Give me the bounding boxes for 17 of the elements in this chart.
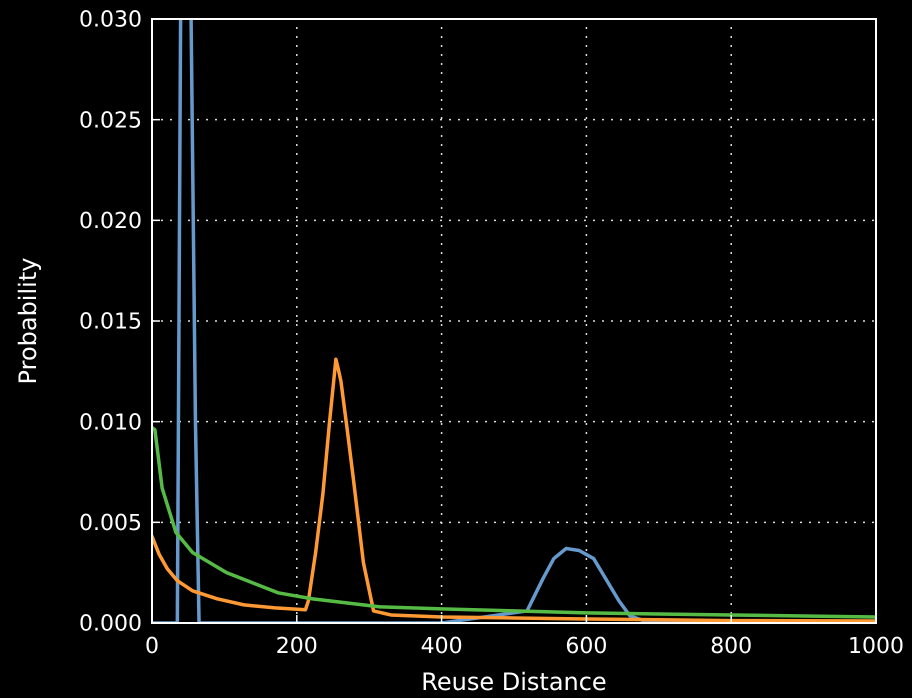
y-axis-title: Probability: [14, 258, 42, 384]
x-tick-label: 800: [710, 634, 752, 659]
y-tick-label: 0.005: [79, 511, 142, 536]
y-tick-label: 0.000: [79, 612, 142, 637]
y-tick-label: 0.010: [79, 410, 142, 436]
line-series: [152, 426, 876, 619]
y-tick-label: 0.025: [79, 108, 142, 134]
y-tick-label: 0.030: [79, 8, 142, 33]
y-tick-label: 0.015: [79, 310, 142, 335]
x-axis-title: Reuse Distance: [421, 668, 607, 696]
x-tick-label: 600: [565, 634, 608, 659]
line-series: [152, 358, 876, 623]
x-tick-label: 400: [420, 634, 463, 659]
x-tick-label: 200: [276, 634, 318, 659]
y-tick-label: 0.020: [79, 209, 142, 234]
x-tick-label: 1000: [848, 634, 904, 659]
x-tick-label: 0: [145, 634, 159, 659]
